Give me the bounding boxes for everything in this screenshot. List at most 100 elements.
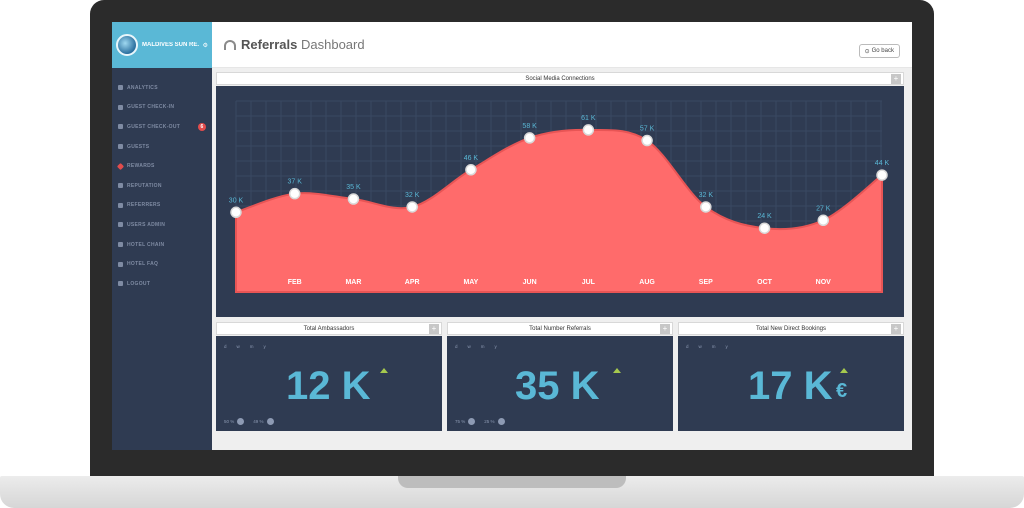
page-title-rest: Dashboard	[301, 37, 365, 52]
x-tick-label: JUL	[582, 279, 596, 286]
sidebar-item-label: REFERRERS	[127, 202, 161, 209]
expand-button[interactable]: +	[891, 74, 901, 84]
sidebar-item-label: GUEST CHECK-OUT	[127, 123, 181, 130]
data-point	[406, 201, 418, 213]
period-day[interactable]: d	[224, 344, 227, 349]
facebook-share: 75 %	[455, 419, 466, 424]
sidebar: MALDIVES SUN RE... ⚙ ANALYTICS GUEST CHE…	[112, 22, 212, 450]
sidebar-item-analytics[interactable]: ANALYTICS	[112, 78, 212, 98]
card-title: Total Number Referrals	[529, 325, 591, 332]
period-day[interactable]: d	[455, 344, 458, 349]
app-screen: MALDIVES SUN RE... ⚙ ANALYTICS GUEST CHE…	[112, 22, 912, 450]
period-week[interactable]: w	[698, 344, 702, 349]
question-icon	[118, 261, 123, 267]
laptop-notch	[398, 476, 626, 488]
facebook-icon	[468, 418, 476, 425]
bar-chart-icon	[118, 85, 123, 91]
card-header-ambassadors: Total Ambassadors +	[216, 322, 442, 335]
period-month[interactable]: m	[711, 344, 716, 349]
share-breakdown: 50 % 49 %	[224, 418, 280, 425]
trend-up-icon	[840, 368, 848, 373]
sidebar-item-label: REWARDS	[127, 163, 155, 170]
expand-button[interactable]: +	[660, 324, 670, 334]
data-label: 27 K	[816, 205, 831, 212]
data-point	[288, 187, 301, 200]
dashboard-icon	[224, 39, 236, 50]
sidebar-item-hotel-faq[interactable]: HOTEL FAQ	[112, 254, 212, 274]
sidebar-item-rewards[interactable]: REWARDS	[112, 156, 212, 176]
stat-card-bookings: d w m y 17 K €	[678, 336, 904, 431]
x-tick-label: MAR	[345, 279, 361, 286]
facebook-icon	[237, 418, 245, 425]
data-point	[876, 169, 888, 181]
data-point	[817, 214, 830, 227]
stat-value: 17 K	[748, 364, 833, 408]
card-header-bookings: Total New Direct Bookings +	[678, 322, 904, 335]
gear-icon[interactable]: ⚙	[202, 42, 208, 49]
user-icon	[118, 222, 123, 228]
diamond-icon	[116, 162, 125, 170]
euro-icon: €	[836, 380, 848, 402]
sidebar-item-referrers[interactable]: REFERRERS	[112, 196, 212, 216]
users-icon	[118, 144, 123, 150]
data-label: 61 K	[581, 115, 596, 122]
sidebar-item-reputation[interactable]: REPUTATION	[112, 176, 212, 196]
data-label: 24 K	[757, 213, 772, 220]
period-month[interactable]: m	[249, 344, 254, 349]
x-tick-label: AUG	[639, 279, 655, 286]
expand-button[interactable]: +	[429, 324, 439, 334]
notification-badge: 6	[198, 122, 206, 131]
go-back-label: Go back	[871, 48, 894, 54]
chart-title: Social Media Connections	[525, 75, 595, 82]
sidebar-item-guest-check-out[interactable]: GUEST CHECK-OUT 6	[112, 117, 212, 137]
x-tick-label: SEP	[699, 279, 713, 286]
x-tick-label: APR	[405, 279, 420, 286]
twitter-share: 49 %	[253, 419, 264, 424]
stat-card-ambassadors: d w m y 12 K 50 % 49 %	[216, 336, 442, 431]
hotel-name: MALDIVES SUN RE...	[142, 42, 199, 48]
sign-in-icon	[118, 104, 123, 110]
chart-panel-header: Social Media Connections +	[216, 72, 904, 85]
facebook-share: 50 %	[224, 419, 235, 424]
card-title: Total Ambassadors	[303, 325, 355, 332]
period-day[interactable]: d	[686, 344, 689, 349]
period-week[interactable]: w	[467, 344, 471, 349]
stat-card-referrals: d w m y 35 K 75 % 25 %	[447, 336, 673, 431]
period-year[interactable]: y	[725, 344, 728, 349]
stat-value: 35 K	[515, 364, 600, 408]
expand-button[interactable]: +	[891, 324, 901, 334]
period-month[interactable]: m	[480, 344, 485, 349]
x-tick-label: OCT	[757, 279, 773, 286]
data-label: 32 K	[699, 192, 714, 199]
sidebar-menu: ANALYTICS GUEST CHECK-IN GUEST CHECK-OUT…	[112, 68, 212, 294]
data-point	[582, 124, 595, 136]
area-chart-icon	[118, 202, 123, 208]
page-header: Referrals Dashboard ⊙ Go back	[212, 22, 912, 68]
data-label: 57 K	[640, 126, 655, 133]
card-header-referrals: Total Number Referrals +	[447, 322, 673, 335]
period-year[interactable]: y	[494, 344, 497, 349]
data-point	[641, 134, 653, 147]
sidebar-item-guests[interactable]: GUESTS	[112, 137, 212, 157]
stat-value: 12 K	[286, 364, 371, 408]
power-icon	[118, 281, 123, 287]
sidebar-item-hotel-chain[interactable]: HOTEL CHAIN	[112, 235, 212, 255]
hotel-avatar	[116, 34, 138, 56]
sidebar-item-label: ANALYTICS	[127, 84, 158, 91]
period-year[interactable]: y	[263, 344, 266, 349]
twitter-icon	[497, 418, 505, 425]
sidebar-item-label: USERS ADMIN	[127, 221, 166, 228]
period-week[interactable]: w	[236, 344, 240, 349]
sidebar-item-users-admin[interactable]: USERS ADMIN	[112, 215, 212, 235]
sidebar-item-guest-check-in[interactable]: GUEST CHECK-IN	[112, 98, 212, 118]
go-back-button[interactable]: ⊙ Go back	[858, 44, 900, 58]
data-label: 30 K	[229, 197, 244, 204]
chart-panel: FEB MAR APR MAY JUN JUL AUG SEP OCT NOV 30 K 37 K 35…	[216, 86, 904, 317]
sidebar-item-label: GUEST CHECK-IN	[127, 104, 175, 111]
period-filter: d w m y	[686, 344, 728, 349]
sidebar-item-logout[interactable]: LOGOUT	[112, 274, 212, 294]
page-title: Referrals Dashboard	[241, 37, 365, 52]
hotel-selector[interactable]: MALDIVES SUN RE... ⚙	[112, 22, 212, 68]
sidebar-item-label: GUESTS	[127, 143, 150, 150]
chart-icon	[118, 183, 123, 189]
